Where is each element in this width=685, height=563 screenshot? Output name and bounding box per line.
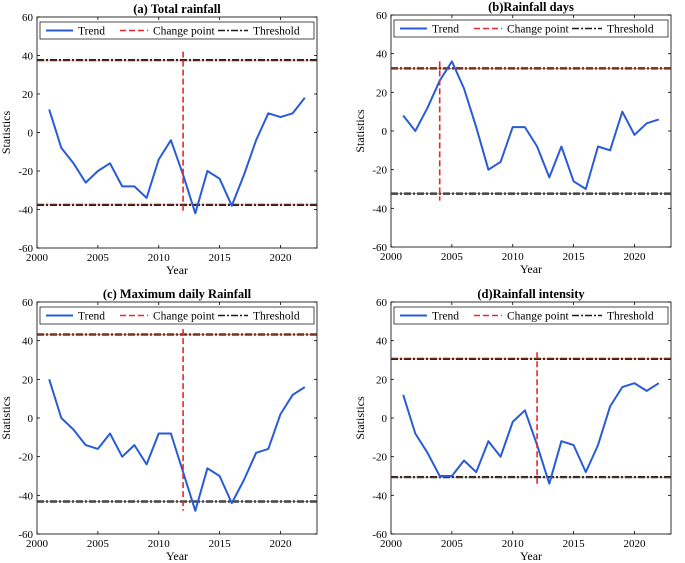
y-axis-label: Statistics [0,396,13,440]
y-tick-label: -60 [372,242,387,254]
x-tick-label: 2005 [441,251,464,263]
x-axis-label: Year [166,549,188,563]
y-tick-label: -20 [372,452,387,464]
chart-panel-a: (a) Total rainfall -60 -40 -20 0 20 40 60 2000 20… [0,2,318,277]
y-tick-label: -20 [18,166,33,178]
legend-box [393,306,669,325]
trend-series-line [402,382,660,485]
x-tick-label: 2010 [148,538,171,550]
plot-frame [36,301,318,535]
x-tick-label: 2000 [26,538,49,550]
y-tick-label: 0 [28,413,34,425]
x-tick-label: 2010 [502,251,525,263]
legend: Trend Change point Threshold [393,306,669,325]
y-tick-label: -40 [372,490,387,502]
legend-threshold-label: Threshold [253,26,300,38]
x-tick-label: 2020 [623,251,646,263]
y-tick-label: -40 [18,205,33,217]
y-tick-label: 40 [376,49,388,61]
legend-trend-label: Trend [432,24,459,36]
x-axis-label: Year [166,263,188,277]
plot-frame [390,14,672,248]
x-tick-label: 2020 [269,252,292,264]
y-tick-label: 0 [28,128,34,140]
y-tick-label: 40 [376,336,388,348]
legend-change-label: Change point [153,26,215,38]
chart-title: (c) Maximum daily Rainfall [103,287,252,301]
y-tick-label: 0 [382,413,388,425]
x-tick-label: 2000 [26,252,49,264]
y-tick-label: 20 [376,374,388,386]
x-tick-label: 2000 [380,251,403,263]
legend-threshold-label: Threshold [607,311,654,323]
x-tick-label: 2015 [563,251,586,263]
legend-trend-label: Trend [78,26,105,38]
chart-title: (b)Rainfall days [488,0,574,14]
legend-trend-label: Trend [78,311,105,323]
legend-box [39,21,315,40]
x-tick-label: 2015 [563,538,586,550]
x-tick-label: 2010 [148,252,171,264]
x-tick-label: 2015 [209,252,232,264]
x-tick-label: 2000 [380,538,403,550]
plot-frame [36,16,318,249]
x-tick-label: 2020 [623,538,646,550]
x-tick-label: 2015 [209,538,232,550]
y-tick-label: -60 [18,243,33,255]
x-axis-label: Year [520,549,542,563]
chart-panel-c: (c) Maximum daily Rainfall -60 -40 -20 0 20 40… [0,287,318,563]
legend-change-label: Change point [153,311,215,323]
x-tick-label: 2005 [87,538,110,550]
chart-panel-d: (d)Rainfall intensity -60 -40 -20 0 20 40 60 200… [353,287,672,563]
plot-frame [390,301,672,535]
y-tick-label: 0 [382,126,388,138]
legend: Trend Change point Threshold [39,306,315,325]
y-axis-label: Statistics [353,109,367,153]
legend-threshold-label: Threshold [253,311,300,323]
chart-panel-b: (b)Rainfall days -60 -40 -20 0 20 40 60 2000 2005… [353,0,672,276]
y-axis-label: Statistics [353,396,367,440]
x-tick-label: 2005 [441,538,464,550]
y-tick-label: 20 [376,87,388,99]
y-tick-label: 60 [22,12,34,24]
y-tick-label: -40 [18,490,33,502]
x-axis-label: Year [520,262,542,276]
y-axis-label: Statistics [0,111,13,155]
legend-box [39,306,315,325]
x-tick-label: 2020 [269,538,292,550]
legend-change-label: Change point [507,24,569,36]
y-tick-label: 60 [376,297,388,309]
legend: Trend Change point Threshold [39,21,315,40]
legend: Trend Change point Threshold [393,19,669,38]
y-tick-label: 20 [22,89,34,101]
trend-series-line [402,60,660,190]
y-tick-label: 40 [22,51,34,63]
trend-series-line [48,379,306,512]
y-tick-label: 60 [376,10,388,22]
chart-title: (d)Rainfall intensity [477,287,585,301]
y-tick-label: -40 [372,203,387,215]
y-tick-label: 60 [22,297,34,309]
y-tick-label: -60 [372,529,387,541]
x-tick-label: 2010 [502,538,525,550]
legend-box [393,19,669,38]
legend-change-label: Change point [507,311,569,323]
x-tick-label: 2005 [87,252,110,264]
legend-trend-label: Trend [432,311,459,323]
chart-title: (a) Total rainfall [133,2,221,16]
y-tick-label: -60 [18,529,33,541]
y-tick-label: 20 [22,374,34,386]
legend-threshold-label: Threshold [607,24,654,36]
y-tick-label: -20 [372,165,387,177]
y-tick-label: 40 [22,336,34,348]
y-tick-label: -20 [18,452,33,464]
trend-series-line [48,97,306,215]
